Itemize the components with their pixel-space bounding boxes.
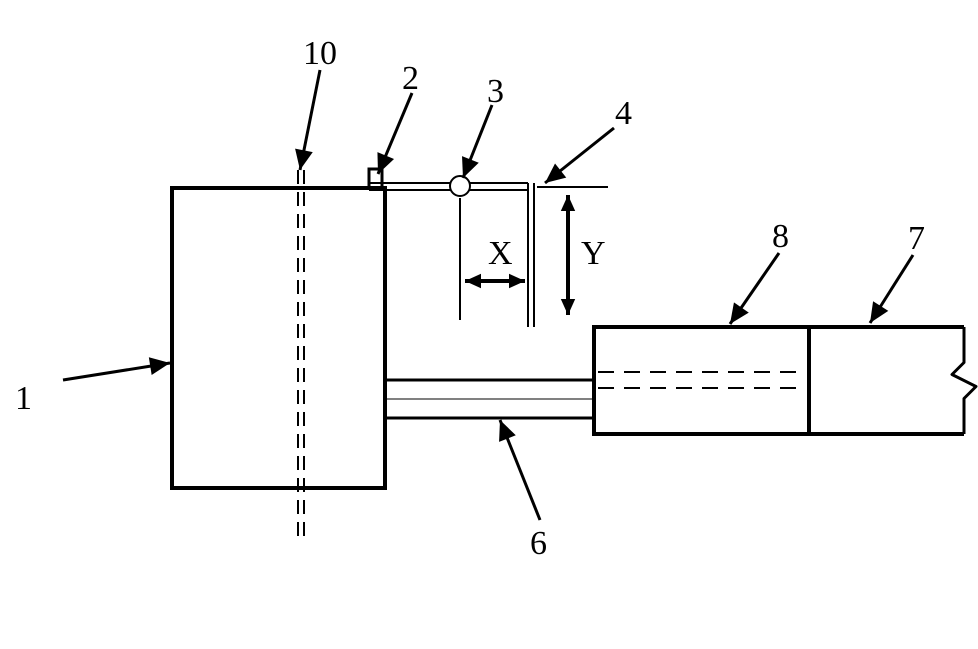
callout-c6: 6 bbox=[530, 525, 547, 563]
callout-c4: 4 bbox=[615, 95, 632, 133]
callout-c3: 3 bbox=[487, 73, 504, 111]
callout-c2: 2 bbox=[402, 60, 419, 98]
callout-c8: 8 bbox=[772, 218, 789, 256]
callout-c1: 1 bbox=[15, 380, 32, 418]
dimension-x-label: X bbox=[488, 235, 513, 273]
callout-c7: 7 bbox=[908, 220, 925, 258]
callout-c10: 10 bbox=[303, 35, 337, 73]
dimension-y-label: Y bbox=[581, 235, 606, 273]
